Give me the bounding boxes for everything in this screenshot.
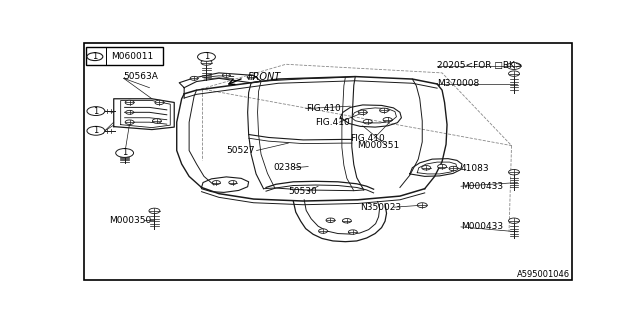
- Text: M000351: M000351: [356, 141, 399, 150]
- Circle shape: [222, 73, 230, 77]
- Text: FIG.410: FIG.410: [316, 118, 350, 127]
- Circle shape: [342, 219, 351, 223]
- Circle shape: [87, 126, 105, 135]
- Text: FIG.410: FIG.410: [306, 104, 340, 113]
- Circle shape: [125, 120, 134, 124]
- Circle shape: [198, 52, 216, 61]
- Circle shape: [125, 100, 134, 105]
- Circle shape: [319, 229, 328, 233]
- Circle shape: [358, 110, 367, 115]
- Circle shape: [229, 180, 237, 185]
- Text: 1: 1: [93, 126, 99, 135]
- Text: 20205<FOR □BK>: 20205<FOR □BK>: [437, 61, 523, 70]
- Text: M060011: M060011: [111, 52, 153, 61]
- Text: FIG.410: FIG.410: [350, 134, 385, 143]
- Text: N350023: N350023: [360, 203, 401, 212]
- Text: 0238S: 0238S: [273, 163, 302, 172]
- Circle shape: [149, 208, 160, 213]
- Text: M370008: M370008: [437, 79, 479, 89]
- Circle shape: [152, 119, 161, 123]
- Circle shape: [509, 71, 520, 76]
- Text: 1: 1: [204, 52, 209, 61]
- Circle shape: [125, 110, 134, 114]
- Circle shape: [380, 108, 388, 113]
- Circle shape: [116, 148, 134, 157]
- Text: A595001046: A595001046: [517, 270, 570, 279]
- Circle shape: [383, 117, 392, 122]
- Circle shape: [155, 100, 164, 105]
- Circle shape: [190, 76, 198, 80]
- Circle shape: [364, 119, 372, 124]
- Circle shape: [212, 180, 220, 185]
- Text: FRONT: FRONT: [248, 72, 281, 82]
- Text: 1: 1: [93, 107, 99, 116]
- Circle shape: [417, 203, 428, 208]
- Circle shape: [507, 62, 521, 69]
- Text: 41083: 41083: [461, 164, 490, 173]
- Text: M000350: M000350: [109, 216, 151, 225]
- Circle shape: [348, 230, 357, 234]
- Text: 1: 1: [92, 52, 97, 61]
- Circle shape: [449, 166, 458, 171]
- Circle shape: [247, 75, 255, 79]
- Circle shape: [438, 164, 447, 169]
- Text: 1: 1: [122, 148, 127, 157]
- Circle shape: [87, 53, 103, 60]
- Circle shape: [326, 218, 335, 222]
- Circle shape: [87, 107, 105, 116]
- Text: M000433: M000433: [461, 182, 503, 191]
- Circle shape: [201, 60, 212, 65]
- Circle shape: [509, 170, 520, 175]
- Text: 50527: 50527: [227, 146, 255, 155]
- Text: M000433: M000433: [461, 222, 503, 231]
- Text: 50530: 50530: [288, 187, 317, 196]
- Circle shape: [119, 150, 130, 155]
- Text: 50563A: 50563A: [124, 72, 159, 81]
- Circle shape: [509, 218, 520, 223]
- Circle shape: [422, 165, 431, 170]
- Bar: [86, 47, 163, 65]
